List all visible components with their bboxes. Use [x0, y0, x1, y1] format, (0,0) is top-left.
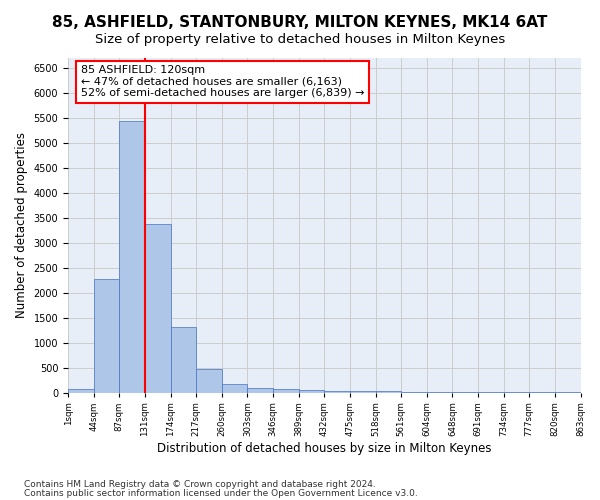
Bar	[68, 389, 94, 392]
Bar	[247, 388, 273, 392]
Bar	[273, 389, 299, 392]
X-axis label: Distribution of detached houses by size in Milton Keynes: Distribution of detached houses by size …	[157, 442, 491, 455]
Text: Contains public sector information licensed under the Open Government Licence v3: Contains public sector information licen…	[24, 488, 418, 498]
Bar	[170, 327, 196, 392]
Bar	[324, 390, 350, 392]
Bar	[350, 391, 376, 392]
Text: 85, ASHFIELD, STANTONBURY, MILTON KEYNES, MK14 6AT: 85, ASHFIELD, STANTONBURY, MILTON KEYNES…	[52, 15, 548, 30]
Bar	[299, 390, 324, 392]
Bar	[222, 384, 247, 392]
Text: 85 ASHFIELD: 120sqm
← 47% of detached houses are smaller (6,163)
52% of semi-det: 85 ASHFIELD: 120sqm ← 47% of detached ho…	[81, 65, 364, 98]
Y-axis label: Number of detached properties: Number of detached properties	[15, 132, 28, 318]
Bar	[94, 278, 119, 392]
Bar	[196, 368, 222, 392]
Text: Contains HM Land Registry data © Crown copyright and database right 2024.: Contains HM Land Registry data © Crown c…	[24, 480, 376, 489]
Bar	[145, 224, 170, 392]
Bar	[119, 121, 145, 392]
Text: Size of property relative to detached houses in Milton Keynes: Size of property relative to detached ho…	[95, 32, 505, 46]
